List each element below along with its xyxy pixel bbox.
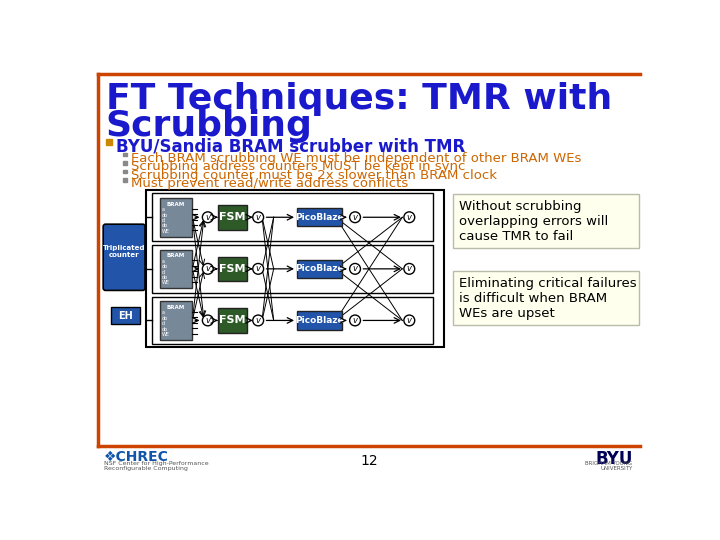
Text: v: v: [407, 316, 412, 325]
Circle shape: [350, 264, 361, 274]
Text: v: v: [407, 265, 412, 273]
Circle shape: [202, 212, 213, 222]
Circle shape: [253, 315, 264, 326]
Text: PicoBlaze: PicoBlaze: [295, 213, 343, 222]
Text: v: v: [353, 265, 358, 273]
Text: Scrubbing: Scrubbing: [106, 110, 312, 144]
Text: BRAM: BRAM: [167, 202, 185, 207]
Text: FSM: FSM: [220, 315, 246, 326]
Bar: [160, 301, 192, 340]
Text: WE: WE: [162, 332, 170, 337]
Text: do: do: [162, 316, 168, 321]
Text: a: a: [162, 310, 165, 315]
Text: d: d: [162, 218, 165, 223]
Bar: [297, 208, 342, 226]
Text: v: v: [256, 316, 261, 325]
Bar: [160, 249, 192, 288]
Bar: [123, 161, 127, 165]
Bar: [152, 296, 433, 345]
Text: WE: WE: [162, 280, 170, 286]
Bar: [145, 190, 444, 347]
Text: 12: 12: [360, 455, 378, 468]
Text: v: v: [205, 213, 210, 222]
Text: do: do: [162, 224, 168, 228]
Bar: [297, 260, 342, 278]
Text: WE: WE: [162, 229, 170, 234]
FancyBboxPatch shape: [103, 224, 145, 291]
FancyBboxPatch shape: [453, 271, 639, 325]
Text: d: d: [162, 321, 165, 326]
Bar: [123, 170, 127, 173]
Text: Scrubbing address counters MUST be kept in sync: Scrubbing address counters MUST be kept …: [131, 160, 465, 173]
Text: a: a: [162, 259, 165, 264]
Text: d: d: [162, 269, 165, 275]
Text: v: v: [353, 316, 358, 325]
Text: Triplicated
counter: Triplicated counter: [103, 245, 145, 258]
Text: ❖CHREC: ❖CHREC: [104, 450, 168, 464]
Text: BRIGHAM YOUNG
UNIVERSITY: BRIGHAM YOUNG UNIVERSITY: [585, 461, 632, 471]
Circle shape: [350, 315, 361, 326]
Text: Must prevent read/write address conflicts: Must prevent read/write address conflict…: [131, 177, 408, 190]
Text: BYU: BYU: [595, 450, 632, 468]
Text: do: do: [162, 213, 168, 218]
Text: BRAM: BRAM: [167, 305, 185, 310]
Text: FSM: FSM: [220, 212, 246, 222]
Text: v: v: [256, 213, 261, 222]
Circle shape: [202, 315, 213, 326]
Text: PicoBlaze: PicoBlaze: [295, 265, 343, 273]
Bar: [152, 193, 433, 241]
Circle shape: [350, 212, 361, 222]
Bar: [160, 198, 192, 237]
Text: v: v: [256, 265, 261, 273]
Bar: [218, 308, 248, 333]
Bar: [218, 205, 248, 229]
Circle shape: [202, 264, 213, 274]
Text: Each BRAM scrubbing WE must be independent of other BRAM WEs: Each BRAM scrubbing WE must be independe…: [131, 152, 582, 165]
Bar: [111, 307, 140, 325]
Text: do: do: [162, 264, 168, 269]
Bar: [106, 139, 112, 145]
Circle shape: [404, 264, 415, 274]
Text: BYU/Sandia BRAM scrubber with TMR: BYU/Sandia BRAM scrubber with TMR: [116, 138, 465, 156]
Circle shape: [253, 212, 264, 222]
Text: v: v: [353, 213, 358, 222]
Text: FT Techniques: TMR with: FT Techniques: TMR with: [106, 82, 612, 116]
Bar: [218, 256, 248, 281]
Text: Scrubbing counter must be 2x slower than BRAM clock: Scrubbing counter must be 2x slower than…: [131, 168, 497, 182]
Bar: [297, 311, 342, 330]
Circle shape: [404, 212, 415, 222]
Bar: [123, 178, 127, 182]
Bar: [123, 153, 127, 157]
Text: v: v: [407, 213, 412, 222]
Text: do: do: [162, 327, 168, 332]
Text: v: v: [205, 265, 210, 273]
Text: Without scrubbing
overlapping errors will
cause TMR to fail: Without scrubbing overlapping errors wil…: [459, 200, 608, 244]
Text: v: v: [205, 316, 210, 325]
Text: NSF Center for High-Performance
Reconfigurable Computing: NSF Center for High-Performance Reconfig…: [104, 461, 209, 471]
Text: FSM: FSM: [220, 264, 246, 274]
FancyBboxPatch shape: [453, 194, 639, 248]
Bar: [152, 245, 433, 293]
Text: a: a: [162, 207, 165, 212]
Text: Eliminating critical failures
is difficult when BRAM
WEs are upset: Eliminating critical failures is difficu…: [459, 278, 636, 320]
Text: EH: EH: [118, 311, 133, 321]
Circle shape: [404, 315, 415, 326]
Circle shape: [253, 264, 264, 274]
Text: BRAM: BRAM: [167, 253, 185, 259]
Text: PicoBlaze: PicoBlaze: [295, 316, 343, 325]
Text: do: do: [162, 275, 168, 280]
